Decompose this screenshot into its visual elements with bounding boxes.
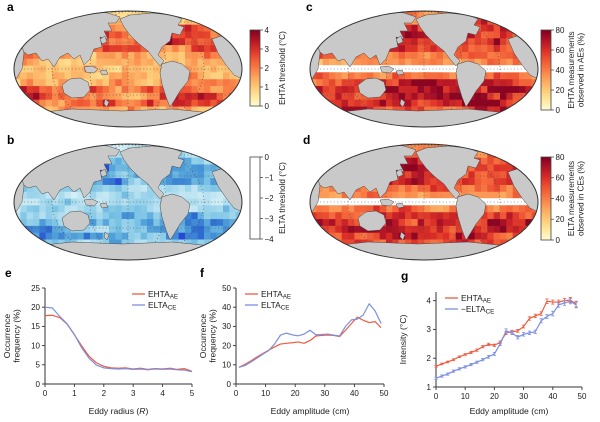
svg-text:20: 20 xyxy=(556,86,565,95)
svg-text:4: 4 xyxy=(160,389,165,398)
svg-text:observed in CEs (%): observed in CEs (%) xyxy=(577,161,586,236)
svg-text:−3: −3 xyxy=(265,214,275,223)
panel-label-e: e xyxy=(5,266,12,280)
svg-text:Eddy radius (R): Eddy radius (R) xyxy=(89,406,149,416)
colorbar-d: 80 60 40 20 0 ELTA measurements observed in CE… xyxy=(540,153,586,245)
map-a-ehta-threshold xyxy=(13,10,243,128)
panel-label-f: f xyxy=(200,266,204,280)
svg-text:5: 5 xyxy=(190,389,195,398)
svg-text:25: 25 xyxy=(31,284,40,293)
panel-label-a: a xyxy=(7,0,14,14)
panel-label-b: b xyxy=(7,133,15,147)
svg-text:observed in AEs (%): observed in AEs (%) xyxy=(577,33,586,107)
chart-f-occurrence-vs-amplitude: 0 10 20 30 40 50 0 10 20 30 40 50 Eddy amplitude (cm… xyxy=(198,284,389,416)
map-d-elta-in-ces xyxy=(309,143,539,261)
svg-text:0: 0 xyxy=(434,392,439,401)
svg-text:Eddy amplitude (cm): Eddy amplitude (cm) xyxy=(470,406,549,416)
svg-text:1: 1 xyxy=(72,389,77,398)
svg-text:−1: −1 xyxy=(265,173,275,182)
svg-text:frequency (%): frequency (%) xyxy=(208,309,218,363)
svg-text:50: 50 xyxy=(380,389,389,398)
panel-label-g: g xyxy=(401,269,409,283)
svg-text:Eddy amplitude (cm): Eddy amplitude (cm) xyxy=(271,406,350,416)
svg-text:10: 10 xyxy=(31,341,40,350)
svg-text:Intensity (°C): Intensity (°C) xyxy=(398,314,408,364)
svg-text:20: 20 xyxy=(222,341,231,350)
svg-text:10: 10 xyxy=(261,389,270,398)
svg-text:EHTA measurements: EHTA measurements xyxy=(567,31,576,108)
map-c-ehta-in-aes xyxy=(309,10,539,128)
svg-text:15: 15 xyxy=(31,322,40,331)
colorbar-a: 4 3 2 1 0 EHTA threshold (°C) xyxy=(249,26,287,111)
svg-text:0: 0 xyxy=(43,389,48,398)
svg-text:0: 0 xyxy=(265,153,270,162)
svg-text:0: 0 xyxy=(234,389,239,398)
svg-text:80: 80 xyxy=(556,153,565,162)
svg-text:40: 40 xyxy=(548,392,557,401)
svg-text:60: 60 xyxy=(556,46,565,55)
svg-text:frequency (%): frequency (%) xyxy=(12,309,22,363)
map-b-elta-threshold xyxy=(13,143,243,261)
svg-text:ELTACE: ELTACE xyxy=(261,300,289,312)
svg-text:4: 4 xyxy=(427,296,432,305)
svg-text:2: 2 xyxy=(265,64,270,73)
svg-text:10: 10 xyxy=(222,361,231,370)
svg-text:3: 3 xyxy=(265,45,270,54)
svg-text:20: 20 xyxy=(556,215,565,224)
svg-text:0: 0 xyxy=(265,102,270,111)
chart-e-occurrence-vs-radius: 0 1 2 3 4 5 0 5 10 15 20 25 Eddy radius (R) Occurrenc… xyxy=(2,284,195,416)
svg-text:30: 30 xyxy=(519,392,528,401)
svg-text:60: 60 xyxy=(556,174,565,183)
svg-text:3: 3 xyxy=(427,325,432,334)
svg-text:−ELTACE: −ELTACE xyxy=(461,304,494,316)
svg-text:3: 3 xyxy=(131,389,136,398)
svg-text:0: 0 xyxy=(556,236,561,245)
svg-text:EHTAAE: EHTAAE xyxy=(261,289,291,301)
svg-text:−4: −4 xyxy=(265,235,275,244)
svg-text:30: 30 xyxy=(320,389,329,398)
svg-text:1: 1 xyxy=(427,383,432,392)
svg-text:1: 1 xyxy=(265,83,270,92)
svg-text:−2: −2 xyxy=(265,194,275,203)
svg-text:Occurrence: Occurrence xyxy=(198,314,208,359)
svg-text:30: 30 xyxy=(222,322,231,331)
svg-text:2: 2 xyxy=(427,354,432,363)
svg-text:10: 10 xyxy=(461,392,470,401)
svg-text:20: 20 xyxy=(31,303,40,312)
svg-text:0: 0 xyxy=(227,380,232,389)
svg-text:20: 20 xyxy=(291,389,300,398)
svg-text:ELTA threshold (°C): ELTA threshold (°C) xyxy=(278,162,287,234)
svg-text:40: 40 xyxy=(350,389,359,398)
svg-text:5: 5 xyxy=(36,361,41,370)
svg-text:ELTA measurements: ELTA measurements xyxy=(567,161,576,236)
svg-text:50: 50 xyxy=(578,392,587,401)
svg-text:EHTAAE: EHTAAE xyxy=(461,293,491,305)
svg-text:4: 4 xyxy=(265,26,270,35)
panel-label-d: d xyxy=(303,133,311,147)
svg-text:40: 40 xyxy=(222,303,231,312)
panel-label-c: c xyxy=(306,0,313,14)
svg-text:20: 20 xyxy=(490,392,499,401)
svg-text:EHTAAE: EHTAAE xyxy=(148,289,178,301)
svg-text:80: 80 xyxy=(556,26,565,35)
chart-g-intensity-vs-amplitude: 0 10 20 30 40 50 1 2 3 4 Eddy amplitude (cm) Intens… xyxy=(398,292,587,416)
svg-text:40: 40 xyxy=(556,66,565,75)
svg-text:0: 0 xyxy=(556,106,561,115)
svg-text:0: 0 xyxy=(36,380,41,389)
colorbar-c: 80 60 40 20 0 EHTA measurements observed in AE… xyxy=(540,26,586,115)
svg-text:50: 50 xyxy=(222,284,231,293)
svg-text:2: 2 xyxy=(102,389,107,398)
svg-text:EHTA threshold (°C): EHTA threshold (°C) xyxy=(278,31,287,105)
svg-text:Occurrence: Occurrence xyxy=(2,314,12,359)
svg-text:40: 40 xyxy=(556,194,565,203)
svg-text:ELTACE: ELTACE xyxy=(148,300,176,312)
